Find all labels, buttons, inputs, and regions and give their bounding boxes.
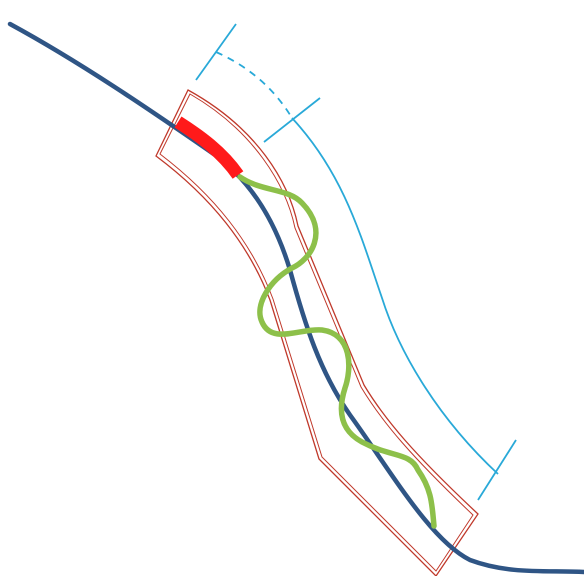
main-wire-line — [7, 21, 584, 575]
dimension-tick-middle — [263, 97, 321, 143]
tube-outline-outer — [155, 89, 479, 576]
dimension-tick-bottom — [477, 439, 517, 501]
red-segment — [174, 116, 244, 179]
dimension-length-curve — [291, 117, 499, 475]
green-coil — [237, 174, 437, 529]
dimension-markings — [195, 23, 517, 501]
dimension-dashed-arc — [215, 51, 293, 119]
tube-outline-inner — [159, 93, 474, 572]
tube-outline — [155, 89, 479, 576]
